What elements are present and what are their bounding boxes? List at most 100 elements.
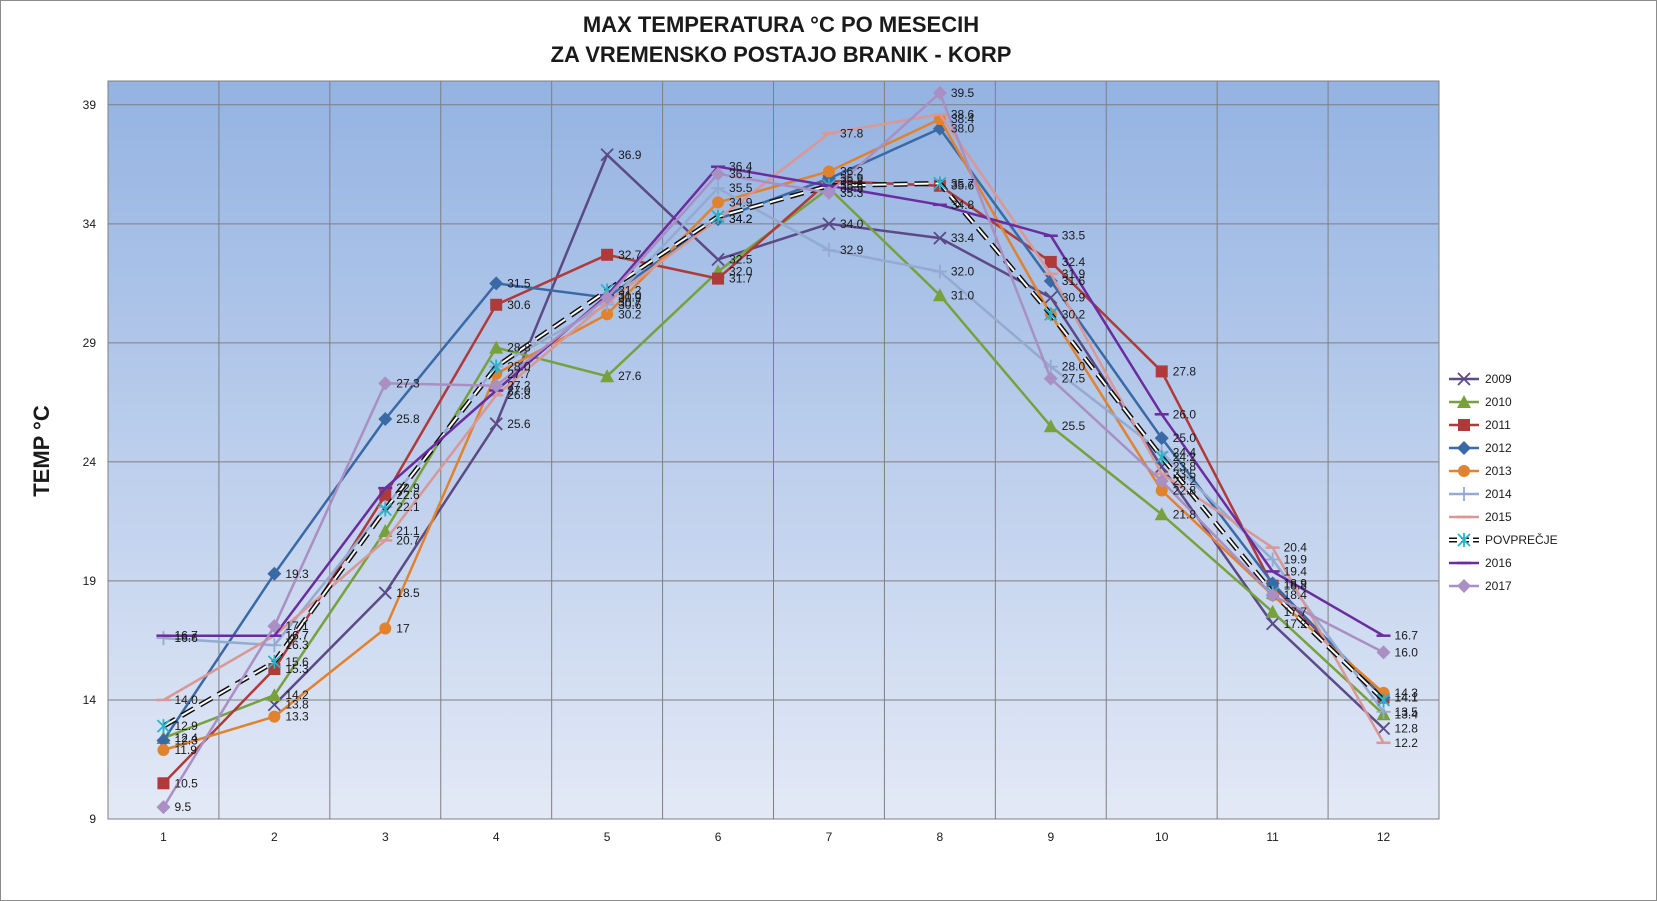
data-label: 34.2 — [729, 212, 753, 226]
marker-circle — [1155, 484, 1168, 497]
x-tick-label: 5 — [604, 830, 611, 844]
data-label: 35.3 — [840, 186, 864, 200]
marker-x — [489, 417, 503, 431]
data-labels: 13.8 18.5 25.6 36.9 32.5 34.0 33.4 30.9 23.8 17.2… — [174, 86, 1418, 814]
data-label: 14.2 — [285, 688, 309, 702]
data-label: 14.1 — [1395, 691, 1419, 705]
data-label: 15.6 — [285, 655, 309, 669]
legend-item-2012: 2012 — [1449, 441, 1512, 455]
x-tick-label: 12 — [1377, 830, 1391, 844]
data-label: 11.9 — [174, 743, 197, 757]
data-label: 31.2 — [618, 283, 642, 297]
legend-item-2015: 2015 — [1449, 510, 1512, 524]
data-label: 17.2 — [1284, 617, 1308, 631]
data-label: 20.7 — [396, 533, 420, 547]
marker-diamond — [489, 378, 504, 393]
series-line-2013 — [163, 117, 1385, 752]
grid-lines — [108, 81, 1439, 820]
x-tick-label: 1 — [160, 830, 167, 844]
data-label: 22.6 — [396, 488, 420, 502]
marker-asterisk — [1457, 533, 1471, 547]
series-POVPREČJE — [156, 176, 1391, 734]
legend: 2009 2010 2011 2012 2013 2014 2015 POVPREČJE 201… — [1449, 372, 1558, 593]
marker-square — [1458, 419, 1470, 431]
marker-asterisk — [933, 176, 947, 191]
data-label: 17.7 — [1284, 605, 1308, 619]
data-label: 34.9 — [729, 195, 753, 209]
marker-asterisk — [1155, 450, 1169, 465]
marker-triangle — [1043, 419, 1058, 433]
data-label: 19.9 — [1284, 553, 1308, 567]
data-label: 14.3 — [1395, 686, 1419, 700]
data-label: 19.4 — [1284, 564, 1308, 578]
data-label: 25.0 — [1173, 431, 1197, 445]
marker-diamond — [267, 566, 282, 581]
y-tick-label: 19 — [83, 574, 97, 588]
marker-triangle — [1457, 395, 1471, 408]
data-label: 25.5 — [1062, 419, 1086, 433]
data-label: 30.6 — [618, 298, 642, 312]
marker-x — [600, 148, 614, 162]
marker-diamond — [1043, 371, 1058, 386]
marker-square — [712, 272, 725, 285]
marker-plus — [932, 264, 947, 279]
marker-x — [933, 231, 947, 245]
marker-asterisk — [711, 209, 725, 224]
data-label: 31.9 — [1062, 267, 1086, 281]
data-label: 20.4 — [1284, 541, 1308, 555]
data-label: 36.1 — [729, 167, 753, 181]
data-label: 13.4 — [1395, 707, 1419, 721]
data-label: 16.7 — [174, 629, 198, 643]
x-tick-label: 7 — [826, 830, 833, 844]
data-label: 36.4 — [729, 160, 753, 174]
marker-x — [711, 252, 725, 267]
data-label: 31.6 — [1062, 274, 1086, 288]
data-label: 34.2 — [729, 212, 753, 226]
data-label: 35.7 — [951, 176, 975, 190]
data-label: 30.7 — [618, 295, 642, 309]
marker-circle — [1458, 465, 1470, 477]
series-2017 — [156, 85, 1391, 815]
marker-asterisk — [267, 654, 282, 669]
legend-label: 2010 — [1485, 395, 1512, 409]
data-label: 32.4 — [1062, 255, 1086, 269]
x-tick-label: 10 — [1155, 830, 1169, 844]
marker-circle — [268, 710, 281, 723]
data-label: 16.0 — [1395, 645, 1419, 659]
marker-triangle — [267, 688, 282, 702]
data-label: 38.4 — [951, 112, 975, 126]
marker-diamond — [932, 85, 947, 100]
data-label: 23.5 — [1173, 467, 1197, 481]
marker-x — [1044, 291, 1058, 305]
data-label: 30.2 — [1062, 307, 1086, 321]
data-label: 37.8 — [840, 126, 864, 140]
x-tick-label: 8 — [937, 830, 944, 844]
marker-x — [378, 586, 392, 600]
data-label: 35.8 — [840, 174, 864, 188]
marker-diamond — [156, 733, 171, 748]
series-2016 — [156, 165, 1391, 637]
marker-plus — [1376, 704, 1391, 719]
data-label: 34.0 — [840, 217, 864, 231]
data-label: 33.4 — [951, 231, 975, 245]
data-label: 35.5 — [729, 181, 753, 195]
x-tick-label: 11 — [1266, 830, 1279, 844]
data-label: 16.3 — [285, 638, 309, 652]
y-tick-label: 29 — [83, 336, 97, 350]
marker-triangle — [932, 288, 947, 302]
marker-circle — [822, 165, 835, 178]
data-label: 35.6 — [951, 179, 975, 193]
data-label: 39.5 — [951, 86, 975, 100]
data-label: 22.9 — [396, 481, 420, 495]
legend-label: POVPREČJE — [1485, 532, 1558, 547]
marker-diamond — [1154, 473, 1169, 488]
data-label: 12.9 — [174, 719, 198, 733]
data-label: 27.2 — [507, 379, 531, 393]
marker-square — [1155, 365, 1168, 378]
data-label: 27.0 — [507, 383, 531, 397]
data-label: 10.5 — [174, 776, 198, 790]
marker-triangle — [489, 340, 504, 354]
marker-plus — [1457, 487, 1471, 501]
